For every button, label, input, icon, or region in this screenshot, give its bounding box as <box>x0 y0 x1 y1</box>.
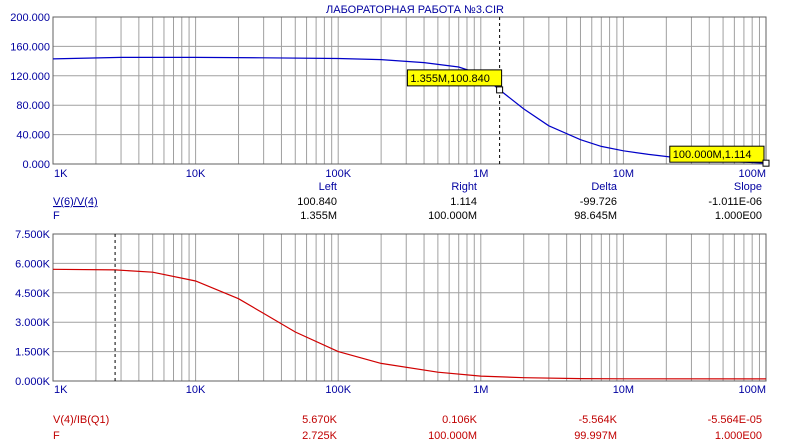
y-tick-label: 120.000 <box>10 71 50 83</box>
y-tick-label: 1.500K <box>15 347 51 359</box>
x-tick-label: 1K <box>54 168 68 180</box>
cursor-label: 1.355M,100.840 <box>410 73 490 85</box>
readout-value: 100.840 <box>297 196 337 208</box>
readout-header: Right <box>451 181 477 193</box>
x-tick-label: 100M <box>738 384 766 396</box>
readout-header: Delta <box>591 181 618 193</box>
readout-value: 5.670K <box>302 414 338 426</box>
cursor-marker <box>762 159 770 167</box>
cursor-label-box <box>669 145 765 163</box>
x-tick-label: 1K <box>54 384 68 396</box>
y-tick-label: 7.500K <box>15 229 51 241</box>
readout-value: 100.000M <box>428 430 477 442</box>
readout-value: 1.114 <box>450 196 477 208</box>
readout-value: 1.000E00 <box>715 430 762 442</box>
readout-value: 0.106K <box>442 414 478 426</box>
readout-value: -5.564E-05 <box>708 414 762 426</box>
readout-value: 1.355M <box>300 210 337 222</box>
chart-title: ЛАБОРАТОРНАЯ РАБОТА №3.CIR <box>326 4 504 16</box>
x-tick-label: 1M <box>473 168 488 180</box>
readout-row-label: V(4)/IB(Q1) <box>53 414 109 426</box>
cursor-label: 100.000M,1.114 <box>673 149 752 161</box>
plot-frame <box>52 233 767 382</box>
cursor-label-box <box>406 69 503 87</box>
series-line <box>52 268 767 380</box>
y-tick-label: 0.000K <box>15 376 51 388</box>
readout-value: 98.645M <box>574 210 617 222</box>
x-tick-label: 100K <box>325 168 351 180</box>
readout-value: 100.000M <box>428 210 477 222</box>
y-tick-label: 40.000 <box>16 130 50 142</box>
x-tick-label: 100M <box>738 168 766 180</box>
y-tick-label: 3.000K <box>15 317 51 329</box>
readout-value: -1.011E-06 <box>708 196 762 208</box>
x-tick-label: 10M <box>613 384 634 396</box>
readout-row-label: F <box>53 210 60 222</box>
plot-frame <box>52 16 767 165</box>
x-tick-label: 10M <box>613 168 634 180</box>
readout-value: -99.726 <box>580 196 617 208</box>
x-tick-label: 10K <box>186 384 206 396</box>
readout-header: Left <box>319 181 337 193</box>
y-tick-label: 4.500K <box>15 288 51 300</box>
readout-value: -5.564K <box>578 414 617 426</box>
y-tick-label: 6.000K <box>15 258 51 270</box>
readout-row-label: V(6)/V(4) <box>53 196 98 208</box>
readout-value: 99.997M <box>574 430 617 442</box>
x-tick-label: 10K <box>186 168 206 180</box>
readout-value: 2.725K <box>302 430 338 442</box>
x-tick-label: 1M <box>473 384 488 396</box>
x-tick-label: 100K <box>325 384 351 396</box>
y-tick-label: 0.000 <box>22 159 50 171</box>
readout-row-label: F <box>53 430 60 442</box>
readout-header: Slope <box>734 181 762 193</box>
cursor-marker <box>496 86 504 94</box>
y-tick-label: 80.000 <box>16 100 50 112</box>
y-tick-label: 160.000 <box>10 41 50 53</box>
y-tick-label: 200.000 <box>10 12 50 24</box>
readout-value: 1.000E00 <box>715 210 762 222</box>
